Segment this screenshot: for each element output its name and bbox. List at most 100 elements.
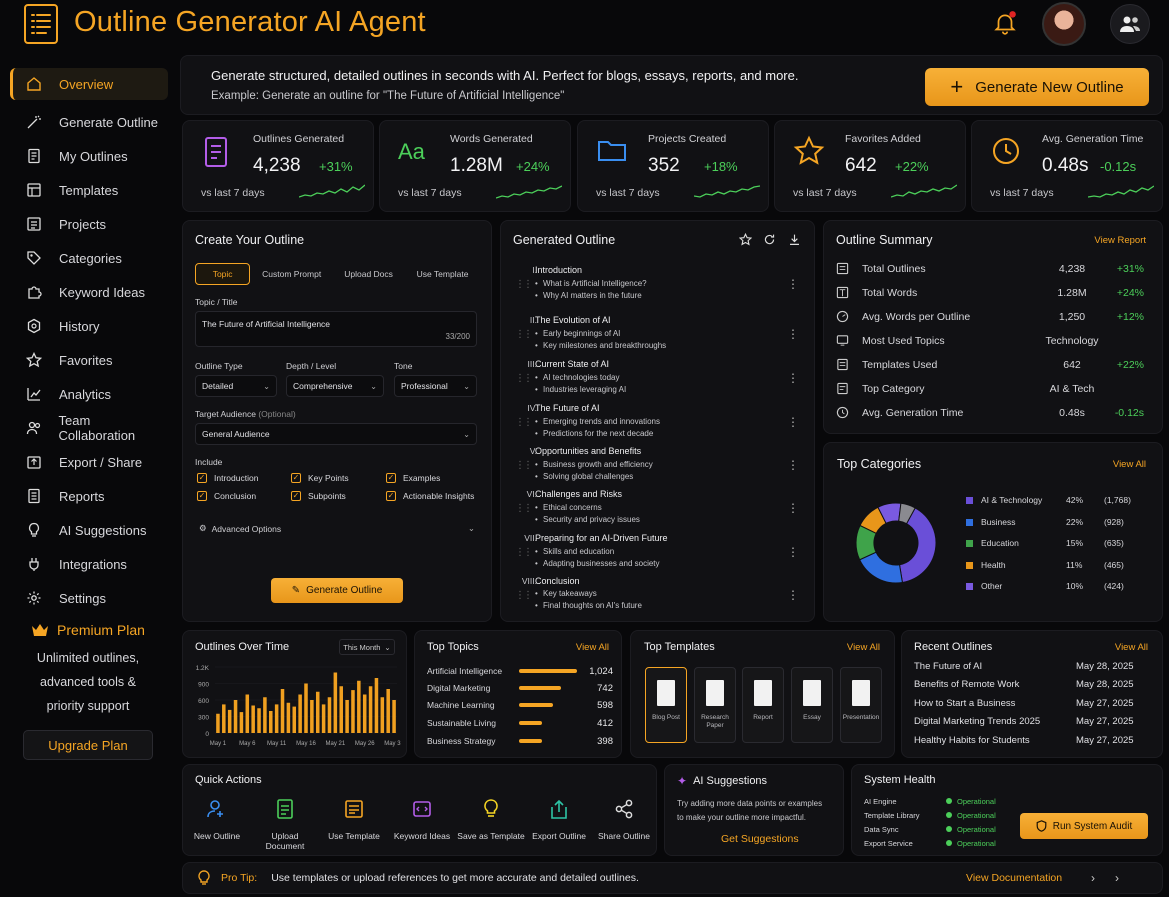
template-card-research-paper[interactable]: Research Paper — [694, 667, 736, 743]
more-options-icon[interactable]: ⋮ — [787, 458, 799, 472]
upgrade-plan-button[interactable]: Upgrade Plan — [23, 730, 153, 760]
tab-custom-prompt[interactable]: Custom Prompt — [262, 269, 322, 279]
sidebar-item-overview[interactable]: Overview — [10, 68, 168, 100]
star-icon[interactable] — [739, 233, 752, 246]
template-card-presentation[interactable]: Presentation — [840, 667, 882, 743]
generate-new-outline-button[interactable]: + Generate New Outline — [925, 68, 1149, 106]
drag-handle-icon[interactable]: ⋮⋮ — [515, 279, 533, 290]
outline-section[interactable]: VIII. Conclusion Key takeaways Final tho… — [509, 576, 805, 616]
drag-handle-icon[interactable]: ⋮⋮ — [515, 503, 533, 514]
sidebar-item-favorites[interactable]: Favorites — [10, 344, 168, 376]
more-options-icon[interactable]: ⋮ — [787, 371, 799, 385]
advanced-options-toggle[interactable]: ⚙ Advanced Options ⌄ — [199, 523, 475, 534]
sidebar-item-integrations[interactable]: Integrations — [10, 548, 168, 580]
outline-section[interactable]: II. The Evolution of AI Early beginnings… — [509, 315, 805, 355]
sidebar-item-team-collaboration[interactable]: Team Collaboration — [10, 412, 168, 444]
include-conclusion-checkbox[interactable]: ✓ Conclusion — [197, 491, 256, 501]
more-options-icon[interactable]: ⋮ — [787, 545, 799, 559]
view-documentation-link[interactable]: View Documentation — [966, 872, 1063, 884]
depth-select[interactable]: Comprehensive ⌄ — [286, 375, 384, 397]
topic-row[interactable]: Digital Marketing 742 — [427, 681, 613, 695]
generate-outline-button[interactable]: ✎ Generate Outline — [271, 578, 403, 603]
quick-action-save-as-template[interactable]: Save as Template — [457, 795, 525, 841]
outline-section[interactable]: VII. Preparing for an AI-Driven Future S… — [509, 533, 805, 573]
quick-action-export-outline[interactable]: Export Outline — [525, 795, 593, 841]
notification-bell-icon[interactable] — [992, 10, 1018, 36]
sidebar-item-ai-suggestions[interactable]: AI Suggestions — [10, 514, 168, 546]
template-card-blog-post[interactable]: Blog Post — [645, 667, 687, 743]
outline-section[interactable]: I. Introduction What is Artificial Intel… — [509, 265, 805, 305]
drag-handle-icon[interactable]: ⋮⋮ — [515, 460, 533, 471]
view-all-recent-link[interactable]: View All — [1114, 642, 1148, 653]
sidebar-item-categories[interactable]: Categories — [10, 242, 168, 274]
regenerate-icon[interactable] — [763, 233, 776, 246]
view-all-topics-link[interactable]: View All — [575, 642, 609, 653]
include-actionable-insights-checkbox[interactable]: ✓ Actionable Insights — [386, 491, 474, 501]
chevron-right-icon[interactable]: › — [1091, 871, 1095, 885]
quick-action-keyword-ideas[interactable]: Keyword Ideas — [388, 795, 456, 841]
view-all-templates-link[interactable]: View All — [846, 642, 880, 653]
include-introduction-checkbox[interactable]: ✓ Introduction — [197, 473, 258, 483]
topic-bar — [519, 721, 543, 725]
quick-action-upload-document[interactable]: Upload Document — [251, 795, 319, 851]
tone-select[interactable]: Professional ⌄ — [394, 375, 477, 397]
audience-select[interactable]: General Audience ⌄ — [195, 423, 477, 445]
sidebar-item-projects[interactable]: Projects — [10, 208, 168, 240]
view-report-link[interactable]: View Report — [1094, 235, 1146, 246]
more-options-icon[interactable]: ⋮ — [787, 277, 799, 291]
more-options-icon[interactable]: ⋮ — [787, 588, 799, 602]
time-range-select[interactable]: This Month ⌄ — [339, 639, 395, 655]
recent-row[interactable]: How to Start a Business May 27, 2025 — [914, 695, 1154, 711]
recent-row[interactable]: The Future of AI May 28, 2025 — [914, 658, 1154, 674]
recent-row[interactable]: Healthy Habits for Students May 27, 2025 — [914, 732, 1154, 748]
sidebar-item-reports[interactable]: Reports — [10, 480, 168, 512]
topic-row[interactable]: Business Strategy 398 — [427, 734, 613, 748]
tab-topic[interactable]: Topic — [195, 263, 251, 285]
sidebar-item-settings[interactable]: Settings — [10, 582, 168, 614]
tab-upload-docs[interactable]: Upload Docs — [344, 269, 393, 279]
sidebar-item-history[interactable]: History — [10, 310, 168, 342]
more-options-icon[interactable]: ⋮ — [787, 327, 799, 341]
sidebar-item-analytics[interactable]: Analytics — [10, 378, 168, 410]
user-avatar[interactable] — [1042, 2, 1086, 46]
topic-row[interactable]: Machine Learning 598 — [427, 698, 613, 712]
drag-handle-icon[interactable]: ⋮⋮ — [515, 329, 533, 340]
sidebar-item-templates[interactable]: Templates — [10, 174, 168, 206]
topic-row[interactable]: Sustainable Living 412 — [427, 716, 613, 730]
outline-section[interactable]: VI. Challenges and Risks Ethical concern… — [509, 489, 805, 529]
drag-handle-icon[interactable]: ⋮⋮ — [515, 590, 533, 601]
download-icon[interactable] — [788, 233, 801, 246]
include-examples-checkbox[interactable]: ✓ Examples — [386, 473, 440, 483]
tab-use-template[interactable]: Use Template — [416, 269, 469, 279]
recent-row[interactable]: Benefits of Remote Work May 28, 2025 — [914, 676, 1154, 692]
drag-handle-icon[interactable]: ⋮⋮ — [515, 417, 533, 428]
outline-section[interactable]: V. Opportunities and Benefits Business g… — [509, 446, 805, 486]
template-card-essay[interactable]: Essay — [791, 667, 833, 743]
chevron-right-icon[interactable]: › — [1115, 871, 1119, 885]
topic-row[interactable]: Artificial Intelligence 1,024 — [427, 664, 613, 678]
more-options-icon[interactable]: ⋮ — [787, 501, 799, 515]
quick-action-share-outline[interactable]: Share Outline — [590, 795, 658, 841]
sidebar-item-my-outlines[interactable]: My Outlines — [10, 140, 168, 172]
quick-action-new-outline[interactable]: New Outline — [183, 795, 251, 841]
recent-row[interactable]: Digital Marketing Trends 2025 May 27, 202… — [914, 713, 1154, 729]
run-system-audit-button[interactable]: Run System Audit — [1020, 813, 1148, 839]
sidebar-item-generate-outline[interactable]: Generate Outline — [10, 106, 168, 138]
more-options-icon[interactable]: ⋮ — [787, 415, 799, 429]
sidebar-item-keyword-ideas[interactable]: Keyword Ideas — [10, 276, 168, 308]
outline-section[interactable]: IV. The Future of AI Emerging trends and… — [509, 403, 805, 443]
team-users-icon[interactable] — [1110, 4, 1150, 44]
quick-action-use-template[interactable]: Use Template — [320, 795, 388, 841]
view-all-categories-link[interactable]: View All — [1112, 459, 1146, 470]
include-subpoints-checkbox[interactable]: ✓ Subpoints — [291, 491, 346, 501]
template-card-report[interactable]: Report — [742, 667, 784, 743]
outline-section[interactable]: III. Current State of AI AI technologies… — [509, 359, 805, 399]
sidebar-item-export-share[interactable]: Export / Share — [10, 446, 168, 478]
drag-handle-icon[interactable]: ⋮⋮ — [515, 373, 533, 384]
drag-handle-icon[interactable]: ⋮⋮ — [515, 547, 533, 558]
include-key-points-checkbox[interactable]: ✓ Key Points — [291, 473, 349, 483]
topic-input[interactable]: The Future of Artificial Intelligence 33… — [195, 311, 477, 347]
outline-type-select[interactable]: Detailed ⌄ — [195, 375, 277, 397]
recent-name: Digital Marketing Trends 2025 — [914, 715, 1041, 727]
get-suggestions-link[interactable]: Get Suggestions — [721, 833, 799, 845]
